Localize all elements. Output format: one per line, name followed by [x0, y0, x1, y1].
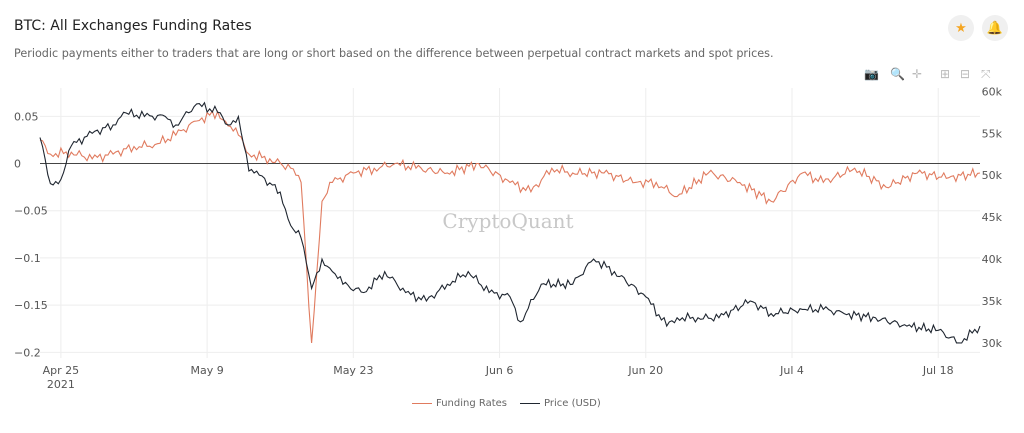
price-line — [39, 101, 981, 344]
y-left-tick-label: 0 — [14, 158, 21, 171]
legend-swatch — [520, 402, 540, 405]
y-right-tick-label: 50k — [982, 169, 1003, 182]
camera-icon[interactable]: 📷 — [864, 67, 879, 81]
y-left-tick-label: 0.05 — [14, 110, 39, 123]
funding-rates-line — [39, 109, 981, 343]
y-left-tick-label: −0.15 — [14, 299, 48, 312]
x-tick-label: May 9 — [190, 364, 223, 377]
legend-label: Funding Rates — [436, 398, 508, 409]
y-left-tick-label: −0.2 — [14, 346, 41, 359]
x-tick-label: May 23 — [333, 364, 373, 377]
zoom-in-icon[interactable]: ⊞ — [940, 67, 951, 81]
y-right-tick-label: 45k — [982, 211, 1003, 224]
legend-swatch — [412, 402, 432, 405]
star-icon[interactable]: ★ — [948, 15, 974, 41]
x-tick-label: Jun 20 — [627, 364, 663, 377]
y-right-tick-label: 40k — [982, 253, 1003, 266]
x-tick-label: Jul 18 — [922, 364, 954, 377]
y-left-tick-label: −0.1 — [14, 252, 41, 265]
y-left-tick-label: −0.05 — [14, 205, 48, 218]
y-right-tick-label: 60k — [982, 85, 1003, 98]
reset-axes-icon[interactable]: ⤧ — [981, 67, 991, 81]
bell-icon[interactable]: 🔔 — [982, 15, 1008, 41]
page-subtitle: Periodic payments either to traders that… — [14, 47, 774, 60]
y-right-tick-label: 35k — [982, 295, 1003, 308]
zoom-out-icon[interactable]: ⊟ — [960, 67, 971, 81]
x-tick-label: Apr 25 — [43, 364, 80, 377]
x-tick-label: Jul 4 — [779, 364, 804, 377]
legend-funding[interactable]: Funding Rates — [412, 398, 507, 409]
watermark: CryptoQuant — [442, 209, 573, 233]
y-right-tick-label: 30k — [982, 337, 1003, 350]
legend-label: Price (USD) — [544, 398, 601, 409]
pan-icon[interactable]: ✛ — [912, 67, 923, 81]
x-tick-label: Jun 6 — [485, 364, 514, 377]
legend-price[interactable]: Price (USD) — [520, 398, 601, 409]
page-title: BTC: All Exchanges Funding Rates — [14, 18, 252, 34]
x-year-label: 2021 — [47, 378, 75, 391]
zoom-icon[interactable]: 🔍 — [890, 67, 905, 81]
y-right-tick-label: 55k — [982, 127, 1003, 140]
